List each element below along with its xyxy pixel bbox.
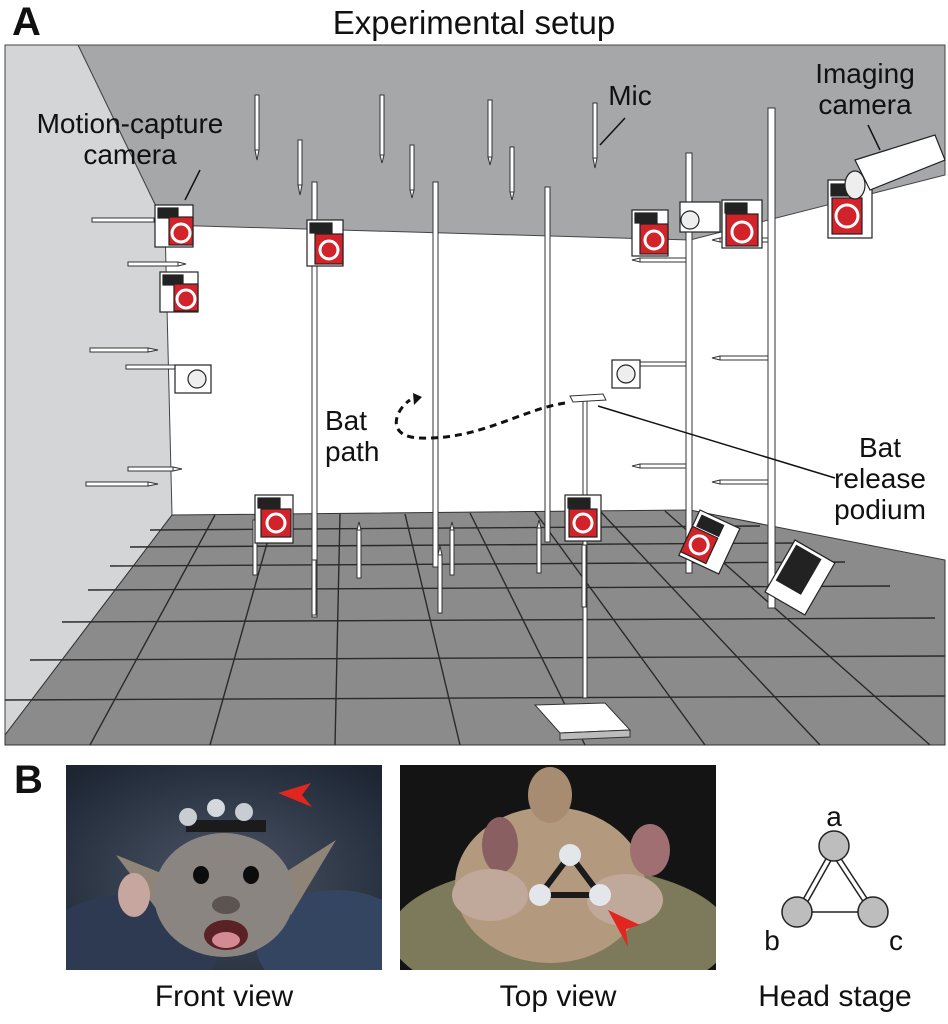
- bat-release-podium-label: Bat release podium: [834, 432, 926, 525]
- motion-capture-camera-label: Motion-capture camera: [36, 108, 224, 170]
- front-view-caption: Front view: [154, 980, 294, 1013]
- head-stage-label-a: a: [826, 801, 842, 832]
- imaging-camera: [844, 134, 946, 200]
- head-stage-marker-b: [781, 896, 813, 928]
- mic-leader: [599, 117, 626, 146]
- podium-leader: [597, 405, 836, 479]
- motion-capture-leader: [184, 169, 201, 201]
- panel-a-title: Experimental setup: [332, 4, 616, 41]
- motion-capture-cameras: [154, 179, 873, 616]
- head-stage-label-b: b: [764, 925, 780, 956]
- head-stage-marker-c: [857, 896, 889, 928]
- head-stage-caption: Head stage: [758, 980, 912, 1013]
- top-view-photo: [400, 765, 716, 970]
- mic-label: Mic: [608, 80, 652, 111]
- head-stage-label-c: c: [889, 925, 903, 956]
- bat-release-podium: [533, 393, 632, 741]
- panel-a-letter: A: [12, 0, 41, 44]
- ceiling-microphones: [254, 94, 598, 201]
- bat-path-arrowhead: [413, 393, 422, 405]
- imaging-camera-leader: [867, 124, 881, 151]
- bat-path-label: Bat path: [325, 405, 380, 467]
- top-view-caption: Top view: [499, 980, 617, 1013]
- experimental-setup-illustration: [4, 44, 946, 746]
- head-stage-marker-a: [818, 830, 850, 862]
- bat-path: [394, 398, 566, 440]
- top-view-red-arrowhead: [608, 910, 640, 947]
- imaging-camera-label: Imaging camera: [815, 58, 915, 120]
- front-view-red-arrowhead: [278, 783, 312, 807]
- floor-microphones: [252, 519, 587, 616]
- panel-b-letter: B: [14, 758, 43, 802]
- grey-cameras: [174, 201, 721, 394]
- front-view-photo: [66, 765, 382, 970]
